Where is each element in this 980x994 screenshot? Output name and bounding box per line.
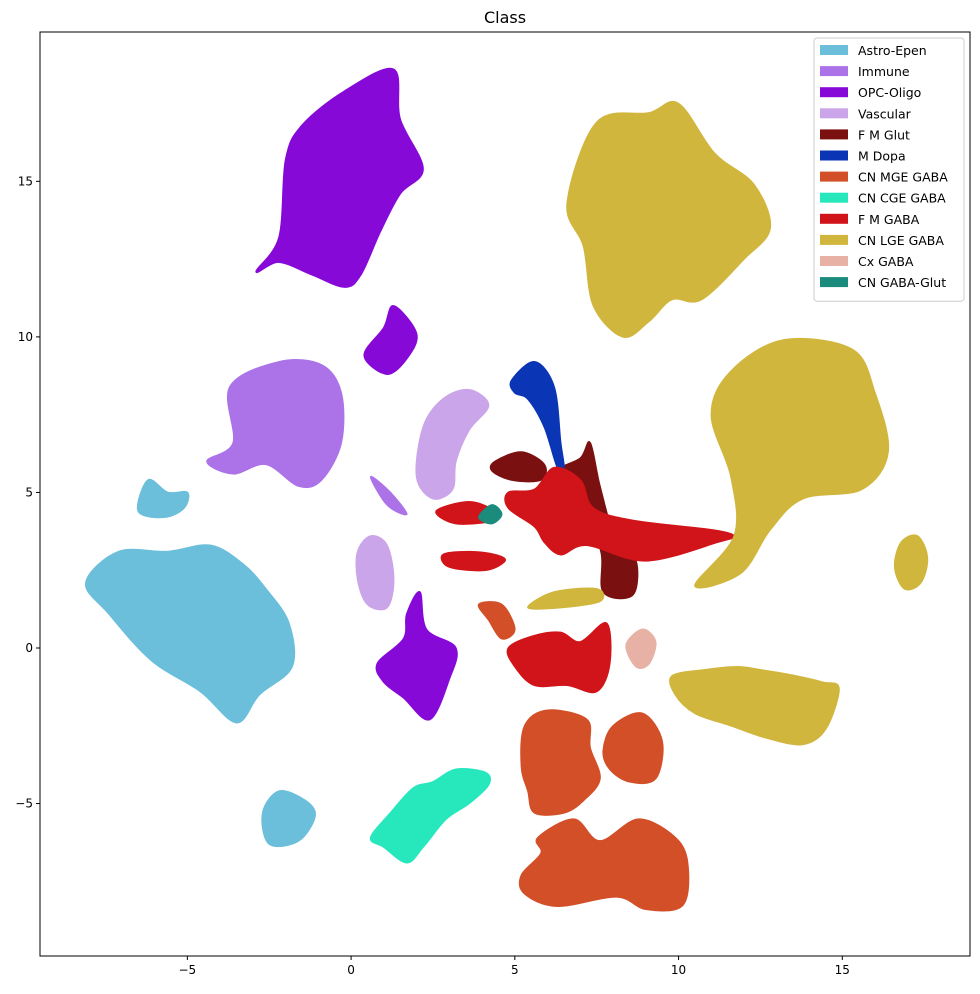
legend-swatch (820, 150, 848, 161)
legend-label: Immune (858, 64, 910, 79)
y-tick-label: 10 (18, 330, 33, 344)
legend-label: Cx GABA (858, 254, 914, 269)
legend-label: F M Glut (858, 127, 910, 142)
cluster-cn-lge-gaba-2 (694, 337, 890, 589)
legend-swatch (820, 171, 848, 182)
scatter-clusters (85, 67, 929, 912)
cluster-cn-lge-gaba-4 (893, 534, 929, 591)
series-cn-lge-gaba (527, 100, 929, 746)
cluster-vascular-2 (355, 535, 395, 611)
legend-swatch (820, 87, 848, 98)
legend-swatch (820, 213, 848, 224)
y-tick-label: 15 (18, 174, 33, 188)
x-axis: −5 0 5 10 15 (179, 956, 850, 977)
legend-label: CN MGE GABA (858, 170, 948, 185)
cluster-astro-epen-3 (261, 789, 316, 848)
series-cx-gaba (625, 628, 657, 669)
series-cn-mge-gaba (477, 601, 690, 912)
x-tick-label: −5 (179, 963, 197, 977)
legend-label: Astro-Epen (858, 43, 927, 58)
legend-swatch (820, 129, 848, 140)
legend-label: M Dopa (858, 149, 906, 164)
legend-swatch (820, 66, 848, 77)
x-tick-label: 15 (835, 963, 850, 977)
chart-title: Class (484, 8, 526, 27)
cluster-cn-cge-gaba-1 (369, 768, 491, 864)
legend-box (813, 37, 965, 302)
cluster-immune-1 (206, 359, 345, 489)
legend-swatch (820, 256, 848, 266)
cluster-f-m-gaba-4 (506, 622, 612, 694)
y-tick-label: 5 (25, 485, 33, 499)
cluster-cn-mge-gaba-4 (477, 601, 516, 640)
x-tick-label: 0 (347, 963, 355, 977)
cluster-opc-oligo-2 (363, 305, 418, 375)
x-tick-label: 5 (511, 963, 519, 977)
cluster-opc-oligo-1 (255, 67, 424, 288)
cluster-astro-epen-2 (136, 478, 190, 519)
legend-label: CN LGE GABA (858, 233, 944, 248)
legend-label: CN CGE GABA (858, 191, 946, 206)
legend-label: OPC-Oligo (858, 85, 921, 100)
cluster-immune-2 (369, 475, 408, 516)
series-immune (206, 359, 408, 516)
cluster-f-m-glut-1 (489, 451, 547, 483)
legend-swatch (820, 234, 848, 245)
legend-label: Vascular (858, 106, 912, 121)
cluster-cn-lge-gaba-5 (527, 587, 605, 610)
cluster-cn-lge-gaba-1 (566, 100, 772, 338)
legend-swatch (820, 108, 848, 119)
legend-label: CN GABA-Glut (858, 275, 946, 290)
cluster-cn-mge-gaba-2 (520, 709, 601, 816)
cluster-cn-mge-gaba-3 (602, 712, 664, 785)
series-vascular (355, 388, 490, 611)
cluster-f-m-gaba-1 (504, 466, 736, 562)
series-cn-cge-gaba (369, 768, 491, 864)
cluster-cn-gaba-glut-1 (478, 504, 503, 525)
cluster-cx-gaba-1 (625, 628, 657, 669)
legend-label: F M GABA (858, 212, 920, 227)
series-f-m-gaba (435, 466, 736, 694)
y-axis: −5 0 5 10 15 (15, 174, 40, 811)
cluster-f-m-gaba-3 (440, 550, 507, 572)
cluster-astro-epen-1 (85, 544, 296, 724)
plot-area-frame (39, 31, 971, 957)
cluster-cn-lge-gaba-3 (669, 665, 840, 746)
legend-swatch (820, 192, 848, 203)
legend-swatch (820, 45, 848, 55)
legend-swatch (820, 277, 848, 288)
cluster-vascular-1 (415, 388, 490, 500)
x-tick-label: 10 (671, 963, 686, 977)
y-tick-label: 0 (25, 641, 33, 655)
series-opc-oligo (255, 67, 458, 721)
series-cn-gaba-glut (478, 504, 503, 525)
cluster-opc-oligo-3 (375, 591, 458, 721)
cluster-cn-mge-gaba-1 (518, 818, 690, 912)
y-tick-label: −5 (15, 797, 33, 811)
legend: Astro-Epen Immune OPC-Oligo Vascular F M Glu… (813, 37, 965, 302)
series-astro-epen (85, 478, 316, 848)
